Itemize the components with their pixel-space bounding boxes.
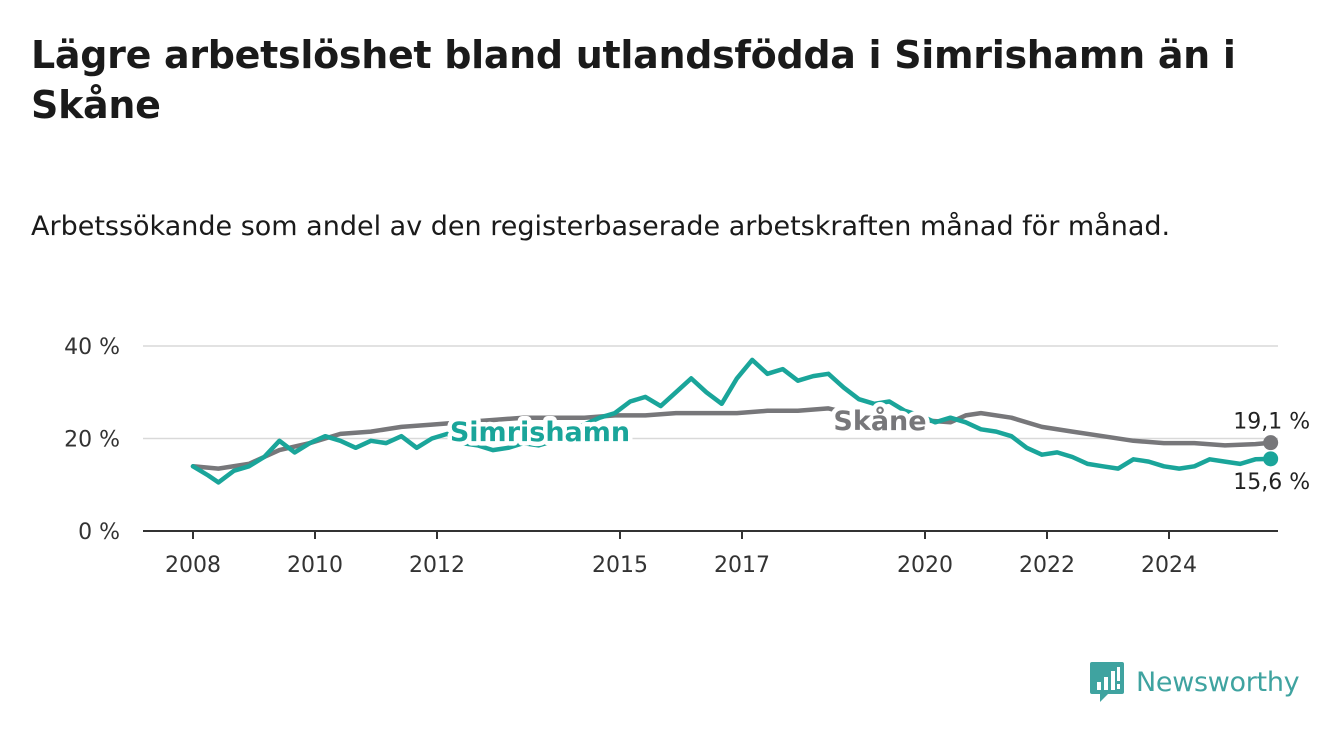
chart-subtitle: Arbetssökande som andel av den registerb… xyxy=(31,211,1171,242)
series-line-skane xyxy=(190,406,1273,471)
x-tick-label: 2020 xyxy=(897,553,953,578)
x-tick-label: 2015 xyxy=(592,553,648,578)
x-tick-label: 2012 xyxy=(409,553,465,578)
newsworthy-logo-icon xyxy=(1090,662,1124,702)
x-tick-label: 2017 xyxy=(714,553,770,578)
series-end-point xyxy=(1263,451,1279,467)
y-tick-label: 20 % xyxy=(64,428,120,453)
series-name-label: Simrishamn xyxy=(450,417,630,448)
brand-name: Newsworthy xyxy=(1136,666,1300,698)
chart-title: Lägre arbetslöshet bland utlandsfödda i … xyxy=(31,33,1236,127)
y-tick-label: 0 % xyxy=(78,520,120,545)
series-end-point xyxy=(1263,435,1279,451)
x-tick-label: 2024 xyxy=(1141,553,1197,578)
x-tick-label: 2008 xyxy=(165,553,221,578)
series-name-label: Skåne xyxy=(833,405,926,437)
series-end-value-label: 15,6 % xyxy=(1233,470,1310,495)
y-tick-label: 40 % xyxy=(64,335,120,360)
x-tick-label: 2010 xyxy=(287,553,343,578)
x-tick-label: 2022 xyxy=(1019,553,1075,578)
brand-logo: Newsworthy xyxy=(1088,660,1300,704)
series-end-value-label: 19,1 % xyxy=(1233,410,1310,435)
series-line-simrishamn xyxy=(190,357,1273,485)
